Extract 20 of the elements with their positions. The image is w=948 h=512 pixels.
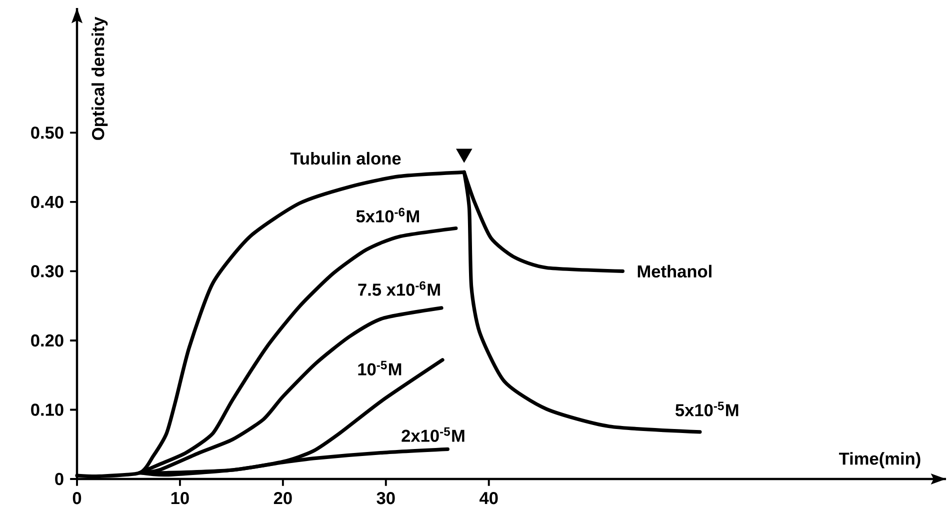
y-tick-label: 0.20 xyxy=(31,334,64,347)
series-label: 2x10$^{-5}$M xyxy=(402,427,464,442)
y-tick-label: 0.50 xyxy=(31,126,64,139)
x-tick-label: 40 xyxy=(480,492,498,504)
series-label: 7.5 x10$^{-6}$M xyxy=(358,281,440,296)
series-label: 10$^{-5}$M xyxy=(358,360,402,376)
x-tick-label: 30 xyxy=(376,492,395,504)
series-label: Tubulin alone xyxy=(290,152,401,165)
x-axis-title: Time(min) xyxy=(839,452,920,468)
series-label: 5x10$^{-5}$M xyxy=(676,402,738,416)
y-tick-label: 0.40 xyxy=(31,196,64,208)
x-tick-label: 0 xyxy=(72,492,82,504)
x-tick-label: 10 xyxy=(171,492,189,504)
y-axis-title: Optical density xyxy=(92,16,108,140)
series-label: 5x10$^{-6}$M xyxy=(356,208,419,222)
series-label: Methanol xyxy=(638,264,712,278)
x-tick-label: 20 xyxy=(274,492,292,504)
y-tick-label: 0.30 xyxy=(31,265,64,278)
y-tick-label: 0.10 xyxy=(31,404,64,416)
y-tick-label: 0 xyxy=(55,472,64,486)
